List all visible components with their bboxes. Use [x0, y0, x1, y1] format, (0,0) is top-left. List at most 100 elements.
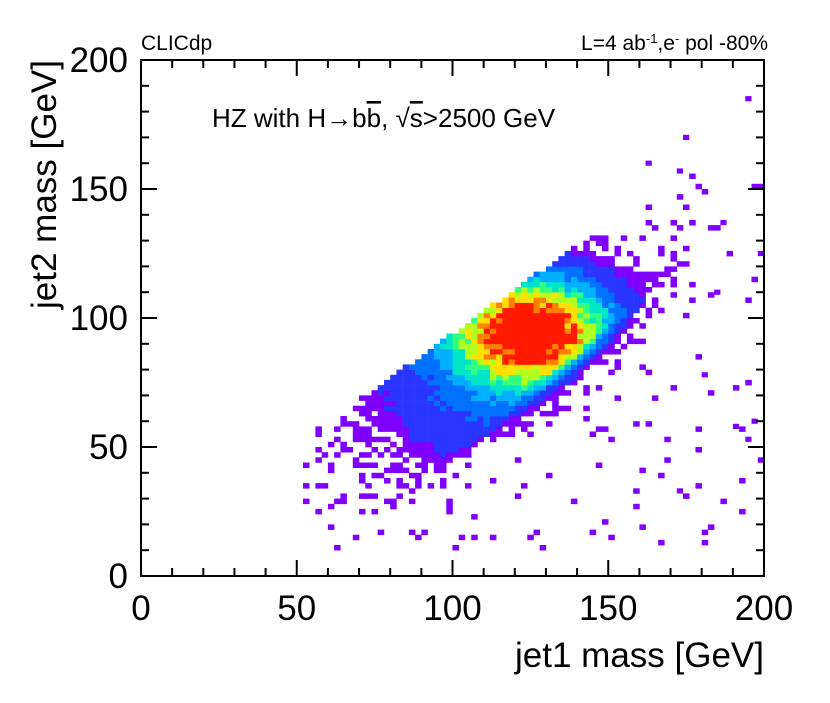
heatmap-bin — [483, 379, 491, 386]
heatmap-bin — [570, 266, 578, 272]
heatmap-bin — [402, 431, 410, 437]
heatmap-bin — [415, 421, 422, 427]
heatmap-bin — [583, 266, 590, 272]
heatmap-bin — [384, 405, 391, 412]
heatmap-bin — [384, 400, 391, 407]
heatmap-bin — [745, 297, 752, 303]
heatmap-bin — [626, 333, 634, 339]
heatmap-bin — [365, 436, 372, 443]
heatmap-bin — [608, 343, 615, 350]
heatmap-bin — [477, 390, 484, 396]
heatmap-bin — [421, 447, 428, 453]
outlier-bin — [701, 372, 708, 378]
heatmap-bin — [639, 302, 646, 308]
heatmap-bin — [371, 508, 378, 515]
heatmap-bin — [695, 354, 702, 360]
heatmap-bin — [626, 292, 634, 298]
heatmap-bin — [583, 354, 590, 360]
heatmap-bin — [595, 338, 603, 345]
heatmap-bin — [402, 390, 410, 396]
heatmap-bin — [521, 385, 528, 391]
luminosity-label: L=4 ab-1,e- pol -80% — [581, 31, 768, 56]
heatmap-bin — [465, 349, 472, 355]
outlier-bin — [745, 96, 752, 102]
heatmap-bin — [620, 235, 628, 241]
heatmap-bin — [558, 364, 565, 370]
heatmap-bin — [452, 400, 459, 407]
heatmap-bin — [433, 359, 441, 365]
heatmap-bin — [645, 421, 653, 427]
heatmap-bin — [483, 431, 491, 437]
heatmap-bin — [496, 328, 503, 334]
heatmap-bin — [608, 333, 615, 339]
heatmap-bin — [614, 318, 621, 324]
heatmap-bin — [458, 410, 466, 417]
heatmap-bin — [359, 436, 366, 443]
heatmap-bin — [633, 421, 640, 427]
heatmap-bin — [577, 312, 584, 319]
heatmap-bin — [546, 271, 553, 278]
heatmap-bin — [365, 493, 372, 499]
heatmap-bin — [384, 416, 391, 422]
heatmap-bin — [757, 457, 765, 463]
heatmap-bin — [633, 307, 640, 314]
heatmap-bin — [614, 292, 621, 298]
heatmap-bin — [402, 395, 410, 401]
heatmap-bin — [552, 333, 559, 339]
heatmap-bin — [483, 385, 491, 391]
heatmap-bin — [377, 436, 385, 443]
heatmap-bin — [489, 374, 497, 381]
heatmap-bin — [465, 452, 472, 458]
heatmap-bin — [458, 416, 466, 422]
heatmap-bin — [465, 379, 472, 386]
heatmap-bin — [514, 297, 522, 303]
heatmap-bin — [433, 462, 441, 468]
heatmap-bin — [683, 245, 690, 252]
heatmap-bin — [502, 359, 509, 365]
heatmap-bin — [421, 441, 428, 448]
heatmap-bin — [502, 354, 509, 360]
heatmap-bin — [508, 385, 516, 391]
heatmap-bin — [608, 534, 615, 541]
heatmap-bin — [527, 379, 534, 386]
heatmap-bin — [465, 400, 472, 407]
heatmap-bin — [564, 359, 572, 365]
heatmap-bin — [446, 436, 453, 443]
heatmap-bin — [514, 318, 522, 324]
heatmap-bin — [514, 328, 522, 334]
heatmap-bin — [465, 416, 472, 422]
heatmap-bin — [595, 292, 603, 298]
heatmap-bin — [608, 312, 615, 319]
heatmap-bin — [452, 343, 459, 350]
heatmap-bin — [508, 302, 516, 308]
heatmap-bin — [334, 498, 341, 505]
heatmap-bin — [564, 287, 572, 293]
heatmap-bin — [683, 261, 690, 267]
heatmap-bin — [670, 235, 677, 241]
heatmap-bin — [602, 235, 609, 241]
heatmap-bin — [427, 431, 435, 437]
heatmap-bin — [608, 281, 615, 288]
heatmap-bin — [502, 405, 509, 412]
heatmap-bin — [608, 302, 615, 308]
heatmap-bin — [683, 312, 690, 319]
heatmap-bin — [645, 312, 653, 319]
heatmap-bin — [514, 302, 522, 308]
heatmap-bin — [570, 323, 578, 329]
heatmap-bin — [558, 379, 565, 386]
heatmap-bin — [452, 452, 459, 458]
heatmap-bin — [589, 431, 597, 437]
heatmap-bin — [707, 225, 715, 231]
heatmap-bin — [552, 292, 559, 298]
heatmap-bin — [533, 349, 540, 355]
heatmap-bin — [452, 426, 459, 432]
heatmap-bin — [564, 374, 572, 381]
heatmap-bin — [570, 328, 578, 334]
heatmap-bin — [440, 395, 447, 401]
heatmap-bin — [477, 369, 484, 376]
heatmap-bin — [608, 369, 615, 376]
heatmap-bin — [396, 493, 403, 499]
heatmap-bin — [539, 302, 547, 308]
heatmap-bin — [564, 302, 572, 308]
